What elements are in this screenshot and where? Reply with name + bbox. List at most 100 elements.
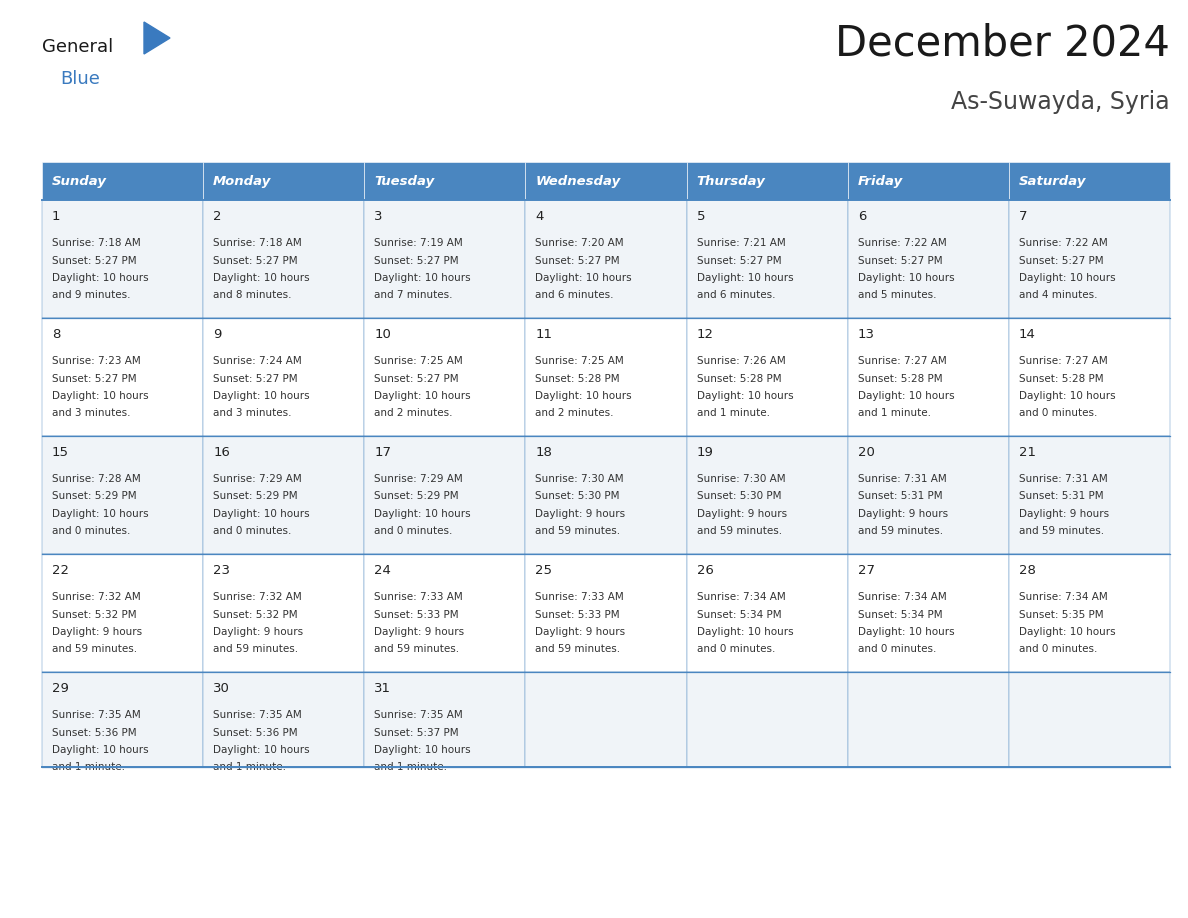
Text: and 59 minutes.: and 59 minutes. [536, 644, 620, 655]
Text: 28: 28 [1019, 564, 1036, 577]
Text: Sunset: 5:35 PM: Sunset: 5:35 PM [1019, 610, 1104, 620]
Text: Daylight: 9 hours: Daylight: 9 hours [858, 509, 948, 519]
Bar [525, 162, 687, 200]
Text: and 59 minutes.: and 59 minutes. [213, 644, 298, 655]
Bar [848, 162, 1009, 200]
Text: Daylight: 10 hours: Daylight: 10 hours [213, 391, 310, 401]
Bar [525, 672, 687, 767]
Text: Daylight: 9 hours: Daylight: 9 hours [374, 627, 465, 637]
Text: and 1 minute.: and 1 minute. [696, 409, 770, 419]
Text: 11: 11 [536, 328, 552, 341]
Bar [203, 554, 365, 672]
Text: Saturday: Saturday [1019, 174, 1086, 187]
Text: Daylight: 10 hours: Daylight: 10 hours [696, 391, 794, 401]
Bar [687, 436, 848, 554]
Text: Sunrise: 7:25 AM: Sunrise: 7:25 AM [374, 356, 463, 366]
Text: Daylight: 10 hours: Daylight: 10 hours [536, 273, 632, 283]
Text: Sunrise: 7:34 AM: Sunrise: 7:34 AM [1019, 592, 1107, 602]
Text: Daylight: 10 hours: Daylight: 10 hours [696, 627, 794, 637]
Text: and 6 minutes.: and 6 minutes. [696, 290, 775, 300]
Text: Sunrise: 7:34 AM: Sunrise: 7:34 AM [696, 592, 785, 602]
Text: Sunrise: 7:24 AM: Sunrise: 7:24 AM [213, 356, 302, 366]
Text: Sunrise: 7:23 AM: Sunrise: 7:23 AM [52, 356, 140, 366]
Text: and 9 minutes.: and 9 minutes. [52, 290, 131, 300]
Bar [687, 318, 848, 436]
Text: 9: 9 [213, 328, 221, 341]
Text: and 8 minutes.: and 8 minutes. [213, 290, 291, 300]
Text: Sunrise: 7:18 AM: Sunrise: 7:18 AM [52, 238, 140, 248]
Bar [365, 200, 525, 318]
Text: Sunrise: 7:35 AM: Sunrise: 7:35 AM [52, 710, 140, 720]
Text: 25: 25 [536, 564, 552, 577]
Text: Sunset: 5:31 PM: Sunset: 5:31 PM [858, 491, 942, 501]
Bar [848, 672, 1009, 767]
Text: and 0 minutes.: and 0 minutes. [374, 527, 453, 536]
Text: Sunset: 5:34 PM: Sunset: 5:34 PM [858, 610, 942, 620]
Bar [848, 200, 1009, 318]
Text: Daylight: 10 hours: Daylight: 10 hours [858, 273, 954, 283]
Text: Monday: Monday [213, 174, 272, 187]
Bar [42, 436, 203, 554]
Bar [203, 162, 365, 200]
Text: and 3 minutes.: and 3 minutes. [213, 409, 291, 419]
Text: Sunrise: 7:29 AM: Sunrise: 7:29 AM [374, 474, 463, 484]
Text: and 59 minutes.: and 59 minutes. [374, 644, 460, 655]
Text: Sunrise: 7:34 AM: Sunrise: 7:34 AM [858, 592, 947, 602]
Text: Tuesday: Tuesday [374, 174, 435, 187]
Text: Daylight: 9 hours: Daylight: 9 hours [696, 509, 786, 519]
Text: Daylight: 10 hours: Daylight: 10 hours [52, 273, 148, 283]
Bar [42, 200, 203, 318]
Text: Wednesday: Wednesday [536, 174, 620, 187]
Bar [365, 318, 525, 436]
Bar [1009, 436, 1170, 554]
Text: Daylight: 10 hours: Daylight: 10 hours [52, 509, 148, 519]
Bar [1009, 200, 1170, 318]
Text: 14: 14 [1019, 328, 1036, 341]
Text: Daylight: 10 hours: Daylight: 10 hours [858, 627, 954, 637]
Text: 24: 24 [374, 564, 391, 577]
Text: Sunrise: 7:30 AM: Sunrise: 7:30 AM [536, 474, 624, 484]
Text: Daylight: 9 hours: Daylight: 9 hours [1019, 509, 1108, 519]
Text: Sunrise: 7:33 AM: Sunrise: 7:33 AM [536, 592, 624, 602]
Text: and 7 minutes.: and 7 minutes. [374, 290, 453, 300]
Bar [365, 672, 525, 767]
Text: Daylight: 10 hours: Daylight: 10 hours [52, 745, 148, 755]
Text: Daylight: 10 hours: Daylight: 10 hours [213, 745, 310, 755]
Text: Daylight: 9 hours: Daylight: 9 hours [536, 509, 626, 519]
Text: and 2 minutes.: and 2 minutes. [536, 409, 614, 419]
Text: Sunset: 5:27 PM: Sunset: 5:27 PM [374, 255, 459, 265]
Text: Sunset: 5:33 PM: Sunset: 5:33 PM [374, 610, 459, 620]
Bar [687, 554, 848, 672]
Text: Daylight: 10 hours: Daylight: 10 hours [374, 391, 470, 401]
Text: Sunrise: 7:28 AM: Sunrise: 7:28 AM [52, 474, 140, 484]
Bar [525, 318, 687, 436]
Text: Daylight: 9 hours: Daylight: 9 hours [213, 627, 303, 637]
Text: and 2 minutes.: and 2 minutes. [374, 409, 453, 419]
Text: Sunset: 5:27 PM: Sunset: 5:27 PM [374, 374, 459, 384]
Text: Daylight: 10 hours: Daylight: 10 hours [213, 509, 310, 519]
Text: and 0 minutes.: and 0 minutes. [696, 644, 775, 655]
Text: Daylight: 10 hours: Daylight: 10 hours [213, 273, 310, 283]
Text: Daylight: 10 hours: Daylight: 10 hours [1019, 273, 1116, 283]
Text: Daylight: 10 hours: Daylight: 10 hours [374, 273, 470, 283]
Text: Sunset: 5:27 PM: Sunset: 5:27 PM [696, 255, 782, 265]
Text: and 0 minutes.: and 0 minutes. [858, 644, 936, 655]
Text: 1: 1 [52, 210, 61, 223]
Bar [525, 436, 687, 554]
Text: and 59 minutes.: and 59 minutes. [1019, 527, 1104, 536]
Text: and 6 minutes.: and 6 minutes. [536, 290, 614, 300]
Text: 23: 23 [213, 564, 230, 577]
Text: 30: 30 [213, 682, 230, 695]
Text: Sunset: 5:37 PM: Sunset: 5:37 PM [374, 727, 459, 737]
Bar [848, 318, 1009, 436]
Text: 5: 5 [696, 210, 704, 223]
Bar [42, 672, 203, 767]
Text: and 0 minutes.: and 0 minutes. [1019, 644, 1098, 655]
Text: Sunrise: 7:20 AM: Sunrise: 7:20 AM [536, 238, 624, 248]
Text: Sunset: 5:30 PM: Sunset: 5:30 PM [536, 491, 620, 501]
Text: Sunrise: 7:31 AM: Sunrise: 7:31 AM [1019, 474, 1107, 484]
Text: 7: 7 [1019, 210, 1028, 223]
Text: Sunrise: 7:27 AM: Sunrise: 7:27 AM [858, 356, 947, 366]
Bar [203, 318, 365, 436]
Text: 22: 22 [52, 564, 69, 577]
